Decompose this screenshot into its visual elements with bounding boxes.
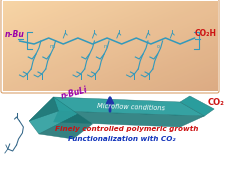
Polygon shape (54, 97, 205, 116)
Polygon shape (29, 97, 58, 121)
Text: CO₂H: CO₂H (195, 29, 217, 38)
Text: n: n (104, 44, 107, 49)
Text: o: o (157, 44, 160, 49)
Polygon shape (29, 97, 78, 134)
Text: m: m (49, 44, 54, 49)
Text: n-Bu: n-Bu (5, 30, 25, 39)
Polygon shape (39, 114, 92, 139)
Text: n-BuLi: n-BuLi (60, 85, 89, 101)
Polygon shape (180, 96, 214, 116)
Text: Finely controlled polymeric growth: Finely controlled polymeric growth (55, 126, 198, 132)
Text: CO₂: CO₂ (207, 98, 224, 107)
Polygon shape (54, 111, 205, 127)
Text: Functionalization with CO₂: Functionalization with CO₂ (68, 136, 175, 142)
Text: Microflow conditions: Microflow conditions (97, 103, 165, 111)
